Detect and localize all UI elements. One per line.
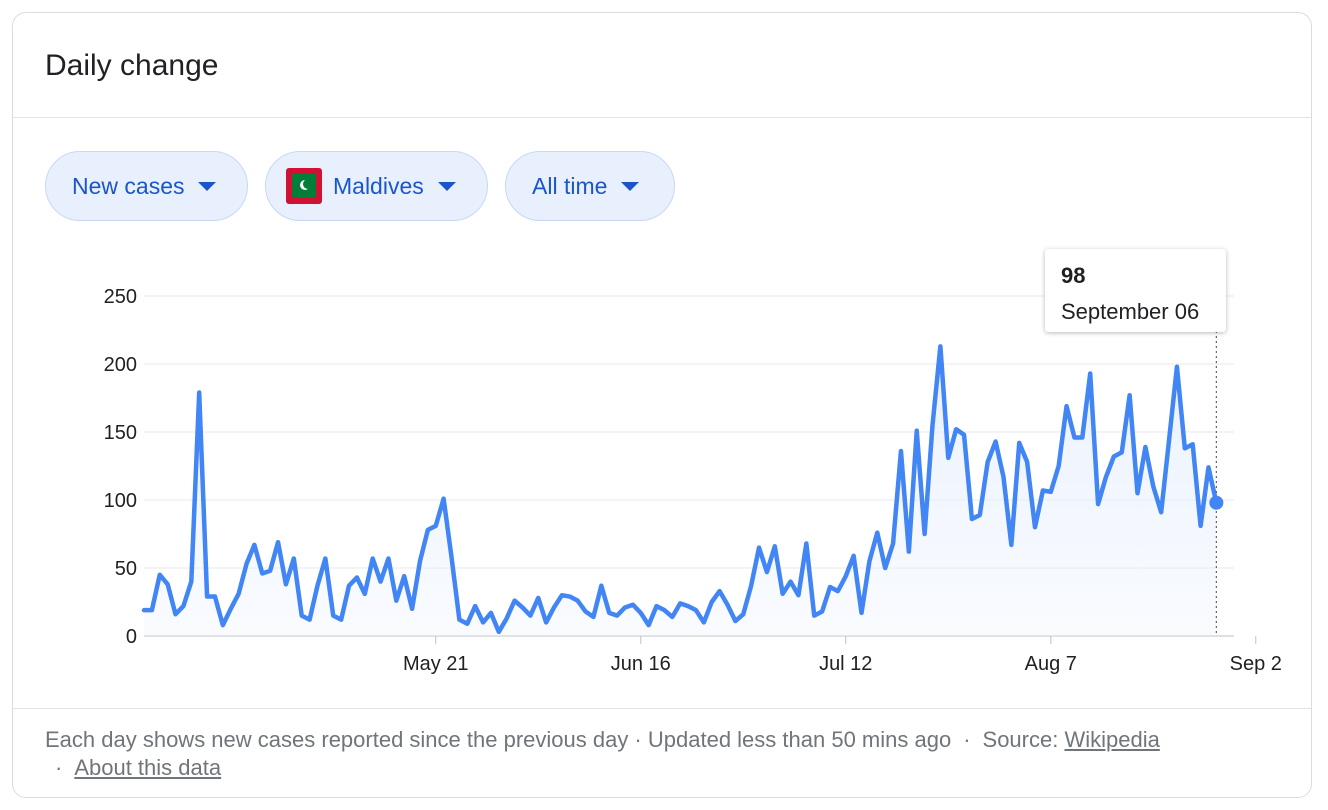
source-link[interactable]: Wikipedia [1064,727,1160,752]
x-tick-label: Aug 7 [1025,653,1077,675]
y-tick-label: 150 [104,422,137,444]
x-tick-label: Sep 2 [1230,653,1282,675]
daily-change-card: Daily change New cases Maldives All time… [12,12,1312,798]
tooltip-value: 98 [1061,263,1086,288]
region-dropdown[interactable]: Maldives [265,151,488,221]
chart-footer: Each day shows new cases reported since … [45,726,1275,782]
footer-note: Each day shows new cases reported since … [45,727,952,752]
series-line [141,344,1219,635]
x-tick-label: Jul 12 [819,653,872,675]
y-tick-label: 200 [104,354,137,376]
chevron-down-icon [437,181,456,191]
y-tick-label: 0 [126,626,137,648]
footer-separator: · [55,755,63,780]
hover-point[interactable] [1209,495,1224,510]
chart-tooltip: 98 September 06 [1045,249,1226,332]
time-range-dropdown-label: All time [532,172,608,199]
daily-change-chart[interactable]: 0 50 100 150 200 250 May 21 Jun 16 Jul 12 Aug 7 Se… [13,13,1312,703]
x-tick-label: Jun 16 [611,653,671,675]
y-tick-label: 250 [104,286,137,308]
card-title: Daily change [45,49,219,82]
source-label: Source: [982,727,1059,752]
chevron-down-icon [621,181,640,191]
metric-dropdown[interactable]: New cases [45,151,248,221]
tooltip-date: September 06 [1061,299,1200,324]
y-tick-label: 100 [104,490,137,512]
region-dropdown-label: Maldives [333,172,424,199]
footer-separator: · [963,727,971,752]
footer-divider [13,708,1311,709]
time-range-dropdown[interactable]: All time [505,151,675,221]
header-divider [13,117,1311,118]
series-area [144,346,1217,636]
metric-dropdown-label: New cases [72,172,185,199]
x-tick-label: May 21 [403,653,469,675]
y-tick-label: 50 [115,558,137,580]
maldives-flag-icon [286,168,322,204]
about-data-link[interactable]: About this data [74,755,222,780]
chevron-down-icon [198,181,217,191]
